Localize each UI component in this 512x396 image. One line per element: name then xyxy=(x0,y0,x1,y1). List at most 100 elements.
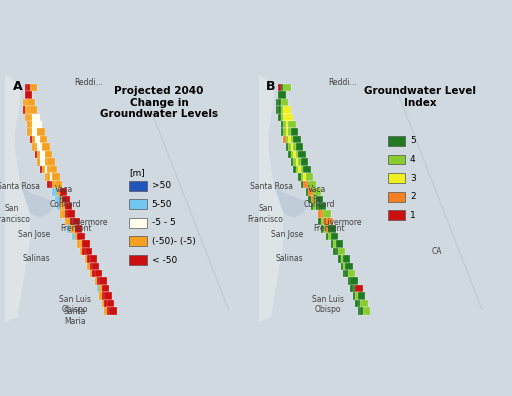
Text: Vaca
Fa.: Vaca Fa. xyxy=(308,185,327,204)
Bar xyxy=(293,166,301,173)
Bar xyxy=(338,255,346,263)
Bar xyxy=(346,263,353,270)
Bar xyxy=(326,218,333,225)
Bar xyxy=(291,143,298,151)
Bar xyxy=(75,225,82,233)
Text: 1: 1 xyxy=(410,211,416,220)
Bar xyxy=(326,233,333,240)
Bar xyxy=(350,278,358,285)
Bar xyxy=(32,121,40,128)
Bar xyxy=(355,300,363,307)
Bar xyxy=(97,285,104,292)
Bar xyxy=(28,114,35,121)
Bar xyxy=(323,225,331,233)
Bar xyxy=(107,300,114,307)
Bar xyxy=(35,151,42,158)
Bar xyxy=(57,203,65,210)
Bar xyxy=(321,218,328,225)
Bar xyxy=(57,196,65,203)
Bar xyxy=(35,136,42,143)
Bar xyxy=(80,248,87,255)
Text: Santa Rosa: Santa Rosa xyxy=(250,182,293,191)
Bar xyxy=(25,99,32,106)
Bar xyxy=(25,106,32,114)
Bar xyxy=(388,210,405,220)
Text: 2: 2 xyxy=(410,192,416,201)
Bar xyxy=(62,203,70,210)
Bar xyxy=(293,143,301,151)
Bar xyxy=(52,188,60,196)
Bar xyxy=(328,225,335,233)
Bar xyxy=(60,210,67,218)
Bar xyxy=(92,270,99,278)
Bar xyxy=(129,181,146,190)
Bar xyxy=(288,151,296,158)
Bar xyxy=(28,106,35,114)
Bar xyxy=(284,84,291,91)
Bar xyxy=(318,203,326,210)
Bar xyxy=(45,166,52,173)
Bar xyxy=(291,151,298,158)
Bar xyxy=(291,158,298,166)
Bar xyxy=(30,121,37,128)
Bar xyxy=(35,128,42,136)
Polygon shape xyxy=(20,183,55,218)
Bar xyxy=(316,203,323,210)
Bar xyxy=(40,166,47,173)
Text: < -50: < -50 xyxy=(152,255,177,265)
Bar xyxy=(284,114,291,121)
Bar xyxy=(288,136,296,143)
Bar xyxy=(343,270,350,278)
Text: 4: 4 xyxy=(410,155,416,164)
Bar xyxy=(30,114,37,121)
Bar xyxy=(279,99,286,106)
Bar xyxy=(50,173,57,181)
Text: 5-50: 5-50 xyxy=(152,200,172,209)
Bar xyxy=(47,166,55,173)
Bar xyxy=(55,181,62,188)
Bar xyxy=(67,218,75,225)
Bar xyxy=(72,218,80,225)
Bar xyxy=(281,84,288,91)
Bar xyxy=(298,166,306,173)
Bar xyxy=(55,188,62,196)
Bar xyxy=(25,84,32,91)
Bar xyxy=(72,225,80,233)
Bar xyxy=(301,181,308,188)
Bar xyxy=(323,218,331,225)
Text: San Jose: San Jose xyxy=(271,230,303,238)
Bar xyxy=(286,136,293,143)
Text: Santa Rosa: Santa Rosa xyxy=(0,182,40,191)
Bar xyxy=(388,154,405,164)
Bar xyxy=(30,84,37,91)
Bar xyxy=(308,181,316,188)
Text: Concord: Concord xyxy=(50,200,81,209)
Bar xyxy=(45,151,52,158)
Bar xyxy=(281,114,288,121)
Bar xyxy=(279,84,286,91)
Bar xyxy=(296,158,303,166)
Bar xyxy=(303,166,311,173)
Bar xyxy=(82,240,90,248)
Bar xyxy=(291,136,298,143)
Bar xyxy=(42,143,50,151)
Text: Livermore: Livermore xyxy=(323,218,361,227)
Bar xyxy=(42,158,50,166)
Bar xyxy=(90,270,97,278)
Bar xyxy=(23,99,30,106)
Bar xyxy=(40,143,47,151)
Bar xyxy=(291,128,298,136)
Bar xyxy=(346,270,353,278)
Text: Reddi...: Reddi... xyxy=(328,78,357,87)
Bar xyxy=(28,84,35,91)
Bar xyxy=(129,199,146,209)
Bar xyxy=(52,181,60,188)
Bar xyxy=(40,136,47,143)
Bar xyxy=(35,121,42,128)
Bar xyxy=(82,248,90,255)
Text: San
Francisco: San Francisco xyxy=(247,204,284,224)
Bar xyxy=(32,114,40,121)
Polygon shape xyxy=(5,74,30,322)
Bar xyxy=(55,196,62,203)
Bar xyxy=(360,300,368,307)
